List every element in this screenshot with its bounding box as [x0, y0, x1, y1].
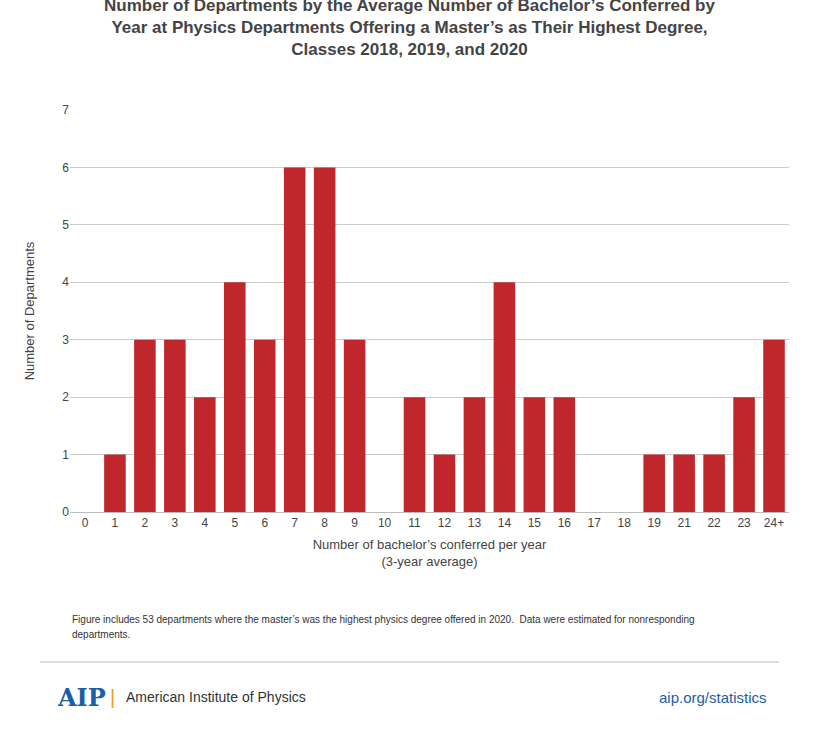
svg-text:American Institute of Physics: American Institute of Physics: [126, 689, 306, 705]
svg-text:4: 4: [62, 275, 69, 289]
svg-text:Number of Departments: Number of Departments: [22, 241, 37, 380]
svg-text:3: 3: [62, 333, 69, 347]
svg-text:19: 19: [648, 516, 662, 530]
svg-text:7: 7: [62, 103, 69, 117]
svg-text:0: 0: [82, 516, 89, 530]
svg-text:7: 7: [291, 516, 298, 530]
svg-text:13: 13: [468, 516, 482, 530]
svg-text:15: 15: [528, 516, 542, 530]
svg-text:4: 4: [201, 516, 208, 530]
svg-text:1: 1: [112, 516, 119, 530]
svg-text:6: 6: [62, 161, 69, 175]
svg-text:AIP: AIP: [57, 683, 106, 712]
svg-text:9: 9: [351, 516, 358, 530]
svg-text:aip.org/statistics: aip.org/statistics: [659, 689, 767, 706]
svg-text:5: 5: [62, 218, 69, 232]
svg-text:24+: 24+: [764, 516, 784, 530]
svg-text:0: 0: [62, 505, 69, 519]
svg-text:6: 6: [261, 516, 268, 530]
svg-text:|: |: [110, 686, 115, 708]
svg-text:3: 3: [172, 516, 179, 530]
svg-text:17: 17: [588, 516, 602, 530]
svg-text:22: 22: [707, 516, 721, 530]
svg-text:14: 14: [498, 516, 512, 530]
svg-text:2: 2: [142, 516, 149, 530]
svg-text:Number of bachelor’s conferred: Number of bachelor’s conferred per year(…: [313, 537, 547, 569]
svg-text:12: 12: [438, 516, 452, 530]
svg-text:16: 16: [558, 516, 572, 530]
svg-text:10: 10: [378, 516, 392, 530]
svg-text:5: 5: [231, 516, 238, 530]
svg-text:8: 8: [321, 516, 328, 530]
svg-text:18: 18: [618, 516, 632, 530]
svg-text:2: 2: [62, 390, 69, 404]
svg-text:Number of Departments by the A: Number of Departments by the Average Num…: [104, 0, 715, 59]
svg-text:1: 1: [62, 448, 69, 462]
svg-text:23: 23: [737, 516, 751, 530]
svg-text:Figure includes 53 departments: Figure includes 53 departments where the…: [72, 614, 695, 625]
svg-text:11: 11: [408, 516, 421, 530]
svg-text:departments.: departments.: [72, 629, 130, 640]
svg-text:21: 21: [677, 516, 691, 530]
